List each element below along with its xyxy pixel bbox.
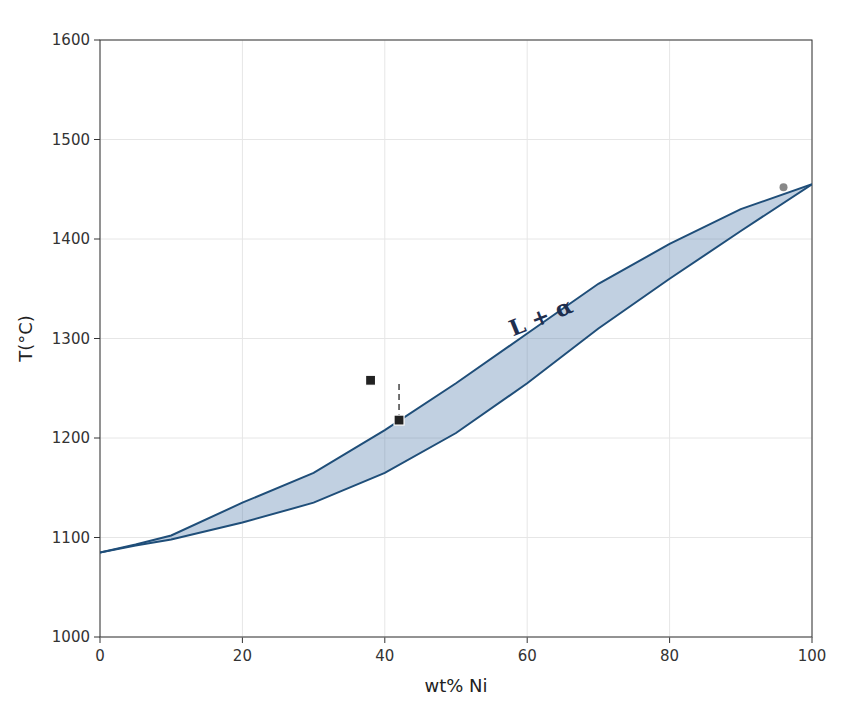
phase-boundary bbox=[100, 184, 812, 552]
y-grid-line bbox=[100, 139, 812, 140]
point bbox=[780, 183, 788, 191]
x-tick bbox=[527, 637, 528, 643]
x-tick bbox=[669, 637, 670, 643]
axes: 0 20 40 60 80 100 1000 1100 1200 1300 1400 1500 1600 bbox=[52, 31, 827, 665]
x-tick bbox=[812, 637, 813, 643]
x-tick-label: 60 bbox=[518, 647, 537, 665]
y-tick-label: 1100 bbox=[52, 529, 90, 547]
y-tick bbox=[94, 438, 100, 439]
y-tick-label: 1500 bbox=[52, 131, 90, 149]
plot-area bbox=[100, 183, 812, 552]
y-tick bbox=[94, 537, 100, 538]
x-tick-label: 100 bbox=[798, 647, 827, 665]
x-tick bbox=[242, 637, 243, 643]
x-tick bbox=[100, 637, 101, 643]
phase-boundary bbox=[100, 184, 812, 552]
y-tick-label: 1600 bbox=[52, 31, 90, 49]
y-tick-label: 1400 bbox=[52, 230, 90, 248]
y-grid-line bbox=[100, 338, 812, 339]
x-tick-label: 0 bbox=[95, 647, 105, 665]
plot-frame bbox=[100, 40, 812, 637]
y-tick bbox=[94, 239, 100, 240]
y-tick bbox=[94, 139, 100, 140]
tie-line-end bbox=[394, 415, 404, 425]
y-grid-line bbox=[100, 438, 812, 439]
x-tick-label: 80 bbox=[660, 647, 679, 665]
tie-line bbox=[398, 380, 400, 420]
y-tick-label: 1000 bbox=[52, 628, 90, 646]
y-tick bbox=[94, 338, 100, 339]
y-tick bbox=[94, 40, 100, 41]
y-grid-line bbox=[100, 537, 812, 538]
two-phase-region bbox=[100, 184, 812, 552]
x-tick-label: 40 bbox=[375, 647, 394, 665]
y-axis-label: T(°C) bbox=[15, 315, 36, 363]
plot-background bbox=[100, 40, 812, 637]
y-tick-label: 1200 bbox=[52, 429, 90, 447]
x-tick-label: 20 bbox=[233, 647, 252, 665]
x-axis-label: wt% Ni bbox=[424, 675, 487, 696]
x-tick bbox=[384, 637, 385, 643]
annotation: L + α bbox=[505, 292, 576, 341]
tie-line-end bbox=[366, 375, 376, 385]
chart: 0 20 40 60 80 100 1000 1100 1200 1300 1400 1500 1600… bbox=[0, 0, 852, 717]
y-tick-label: 1300 bbox=[52, 330, 90, 348]
y-tick bbox=[94, 637, 100, 638]
